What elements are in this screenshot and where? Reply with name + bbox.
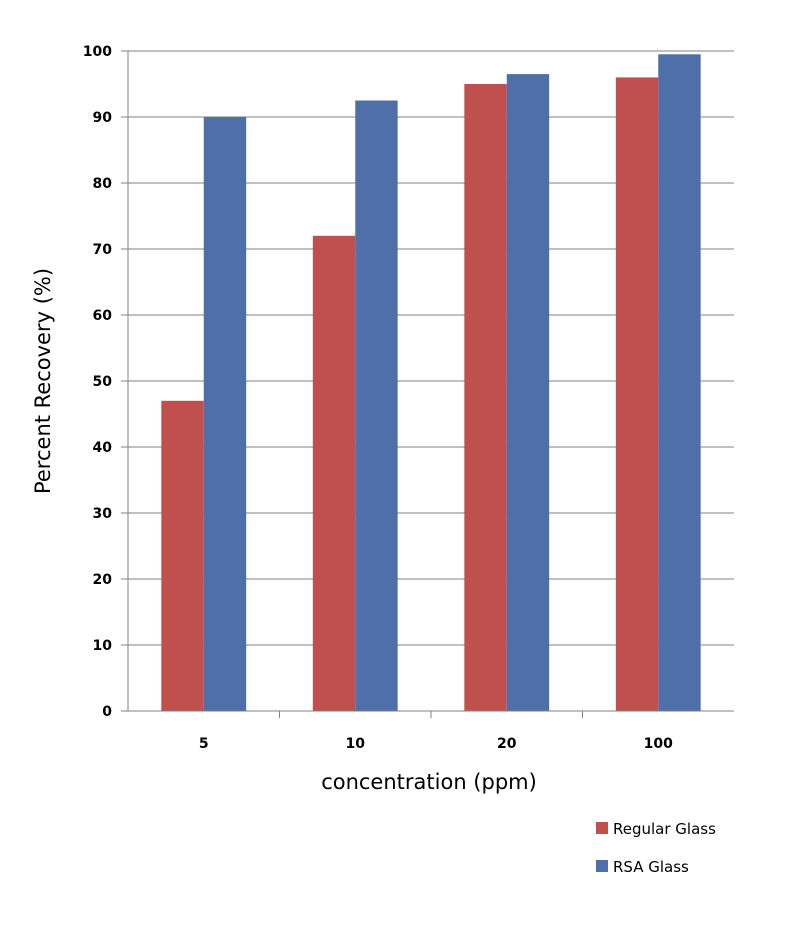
bar-rsa-glass <box>506 74 550 712</box>
y-tick-label: 60 <box>93 308 113 324</box>
y-tick-label: 70 <box>93 242 113 258</box>
y-tick-labels: 0 10 20 30 40 50 60 70 80 90 100 <box>83 44 128 720</box>
bar-rsa-glass <box>203 117 247 711</box>
bar-regular-glass <box>615 77 659 711</box>
x-tick-label: 20 <box>497 736 517 752</box>
bar-regular-glass <box>161 400 204 711</box>
legend-label: Regular Glass <box>613 820 716 838</box>
y-tick-label: 30 <box>93 506 113 522</box>
y-tick-label: 80 <box>93 176 113 192</box>
bar-regular-glass <box>464 84 507 711</box>
y-tick-label: 50 <box>93 374 113 390</box>
legend: Regular Glass RSA Glass <box>596 820 716 876</box>
y-tick-label: 100 <box>83 44 112 60</box>
legend-swatch <box>596 822 608 834</box>
x-tick-label: 10 <box>346 736 366 752</box>
bar-rsa-glass <box>355 100 398 711</box>
x-tick-label: 5 <box>199 736 209 752</box>
bars <box>161 54 701 712</box>
bar-regular-glass <box>312 235 356 712</box>
x-axis-title: concentration (ppm) <box>321 770 537 794</box>
y-tick-label: 20 <box>93 572 113 588</box>
legend-label: RSA Glass <box>613 858 689 876</box>
y-tick-label: 90 <box>93 110 113 126</box>
y-tick-label: 40 <box>93 440 113 456</box>
y-tick-label: 10 <box>93 638 113 654</box>
bar-rsa-glass <box>658 54 701 712</box>
y-tick-label: 0 <box>102 704 112 720</box>
legend-swatch <box>596 860 608 872</box>
x-tick-labels: 5 10 20 100 <box>199 711 673 752</box>
y-axis-title: Percent Recovery (%) <box>31 268 55 494</box>
x-tick-label: 100 <box>644 736 673 752</box>
